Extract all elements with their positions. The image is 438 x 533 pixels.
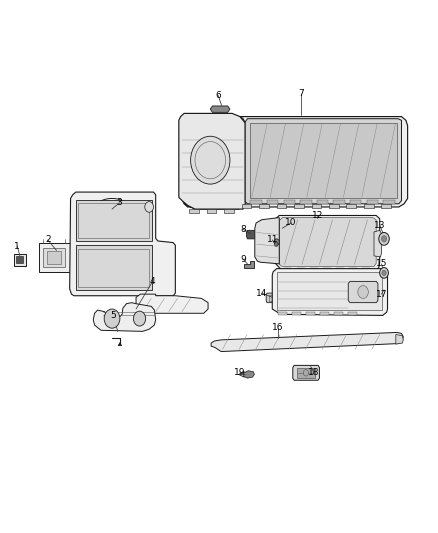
Circle shape	[145, 201, 153, 212]
Circle shape	[380, 268, 389, 278]
Text: 16: 16	[272, 323, 284, 332]
Polygon shape	[16, 256, 23, 263]
Polygon shape	[189, 209, 199, 213]
Bar	[278, 312, 287, 316]
Bar	[334, 312, 343, 316]
Text: 8: 8	[240, 225, 246, 234]
Bar	[333, 200, 345, 204]
Polygon shape	[14, 254, 26, 266]
Polygon shape	[274, 239, 279, 249]
Bar	[323, 268, 331, 271]
Text: 6: 6	[215, 91, 221, 100]
Polygon shape	[179, 114, 245, 209]
Text: 4: 4	[150, 277, 155, 286]
Text: 11: 11	[266, 236, 278, 245]
Text: 10: 10	[285, 219, 297, 228]
Circle shape	[381, 236, 387, 242]
Circle shape	[274, 239, 279, 245]
Text: 14: 14	[256, 288, 268, 297]
Bar	[78, 249, 149, 287]
Polygon shape	[294, 204, 304, 208]
Polygon shape	[242, 204, 251, 208]
Bar	[267, 200, 279, 204]
Text: 7: 7	[298, 89, 304, 98]
Polygon shape	[70, 192, 175, 296]
Polygon shape	[183, 117, 408, 209]
Bar	[297, 268, 304, 271]
Polygon shape	[224, 209, 234, 213]
Polygon shape	[277, 204, 286, 208]
Circle shape	[379, 232, 389, 245]
Text: 17: 17	[376, 289, 387, 298]
Polygon shape	[364, 204, 374, 208]
Text: 5: 5	[110, 311, 116, 320]
Polygon shape	[329, 204, 339, 208]
Polygon shape	[118, 343, 122, 346]
Bar	[306, 312, 314, 316]
Polygon shape	[255, 217, 279, 264]
Bar	[300, 200, 311, 204]
Polygon shape	[39, 243, 71, 272]
Text: 18: 18	[308, 368, 320, 377]
Polygon shape	[346, 204, 356, 208]
Bar	[350, 200, 361, 204]
Bar	[277, 272, 382, 310]
Polygon shape	[210, 106, 230, 112]
Bar	[336, 268, 344, 271]
Polygon shape	[247, 230, 267, 239]
Bar	[292, 312, 300, 316]
Bar	[362, 268, 370, 271]
Text: 12: 12	[311, 212, 323, 221]
Polygon shape	[293, 366, 319, 380]
Text: 9: 9	[240, 255, 246, 263]
Circle shape	[275, 242, 278, 246]
Polygon shape	[272, 269, 388, 316]
Polygon shape	[136, 294, 208, 313]
Text: 13: 13	[374, 221, 385, 230]
Bar	[367, 200, 378, 204]
Bar	[76, 199, 152, 241]
Bar	[78, 203, 149, 238]
Bar	[43, 248, 65, 266]
Bar	[251, 200, 262, 204]
Text: 2: 2	[45, 236, 51, 245]
Bar	[348, 312, 357, 316]
Bar	[349, 268, 357, 271]
Circle shape	[104, 309, 120, 328]
Bar	[269, 295, 281, 301]
Polygon shape	[381, 204, 391, 208]
Bar	[284, 268, 291, 271]
Polygon shape	[244, 261, 254, 268]
Bar	[297, 368, 315, 377]
Text: 19: 19	[234, 368, 246, 377]
Bar	[310, 268, 318, 271]
Circle shape	[134, 311, 146, 326]
Bar	[47, 251, 61, 264]
Bar	[383, 200, 395, 204]
Circle shape	[191, 136, 230, 184]
Text: 3: 3	[117, 198, 122, 207]
Bar	[320, 312, 328, 316]
Polygon shape	[396, 335, 403, 344]
Polygon shape	[93, 303, 155, 332]
Text: 15: 15	[376, 260, 387, 268]
Polygon shape	[348, 281, 378, 303]
Bar	[251, 123, 397, 198]
Polygon shape	[259, 204, 269, 208]
Polygon shape	[207, 209, 216, 213]
Circle shape	[358, 286, 368, 298]
Text: 1: 1	[14, 242, 20, 251]
Bar	[284, 200, 295, 204]
Polygon shape	[279, 217, 376, 266]
Polygon shape	[243, 370, 254, 378]
Polygon shape	[245, 119, 402, 204]
Polygon shape	[211, 333, 403, 352]
Bar	[76, 245, 152, 290]
Polygon shape	[266, 293, 285, 303]
Circle shape	[382, 270, 386, 276]
Polygon shape	[311, 204, 321, 208]
Bar	[317, 200, 328, 204]
Polygon shape	[374, 230, 381, 257]
Polygon shape	[276, 215, 380, 271]
